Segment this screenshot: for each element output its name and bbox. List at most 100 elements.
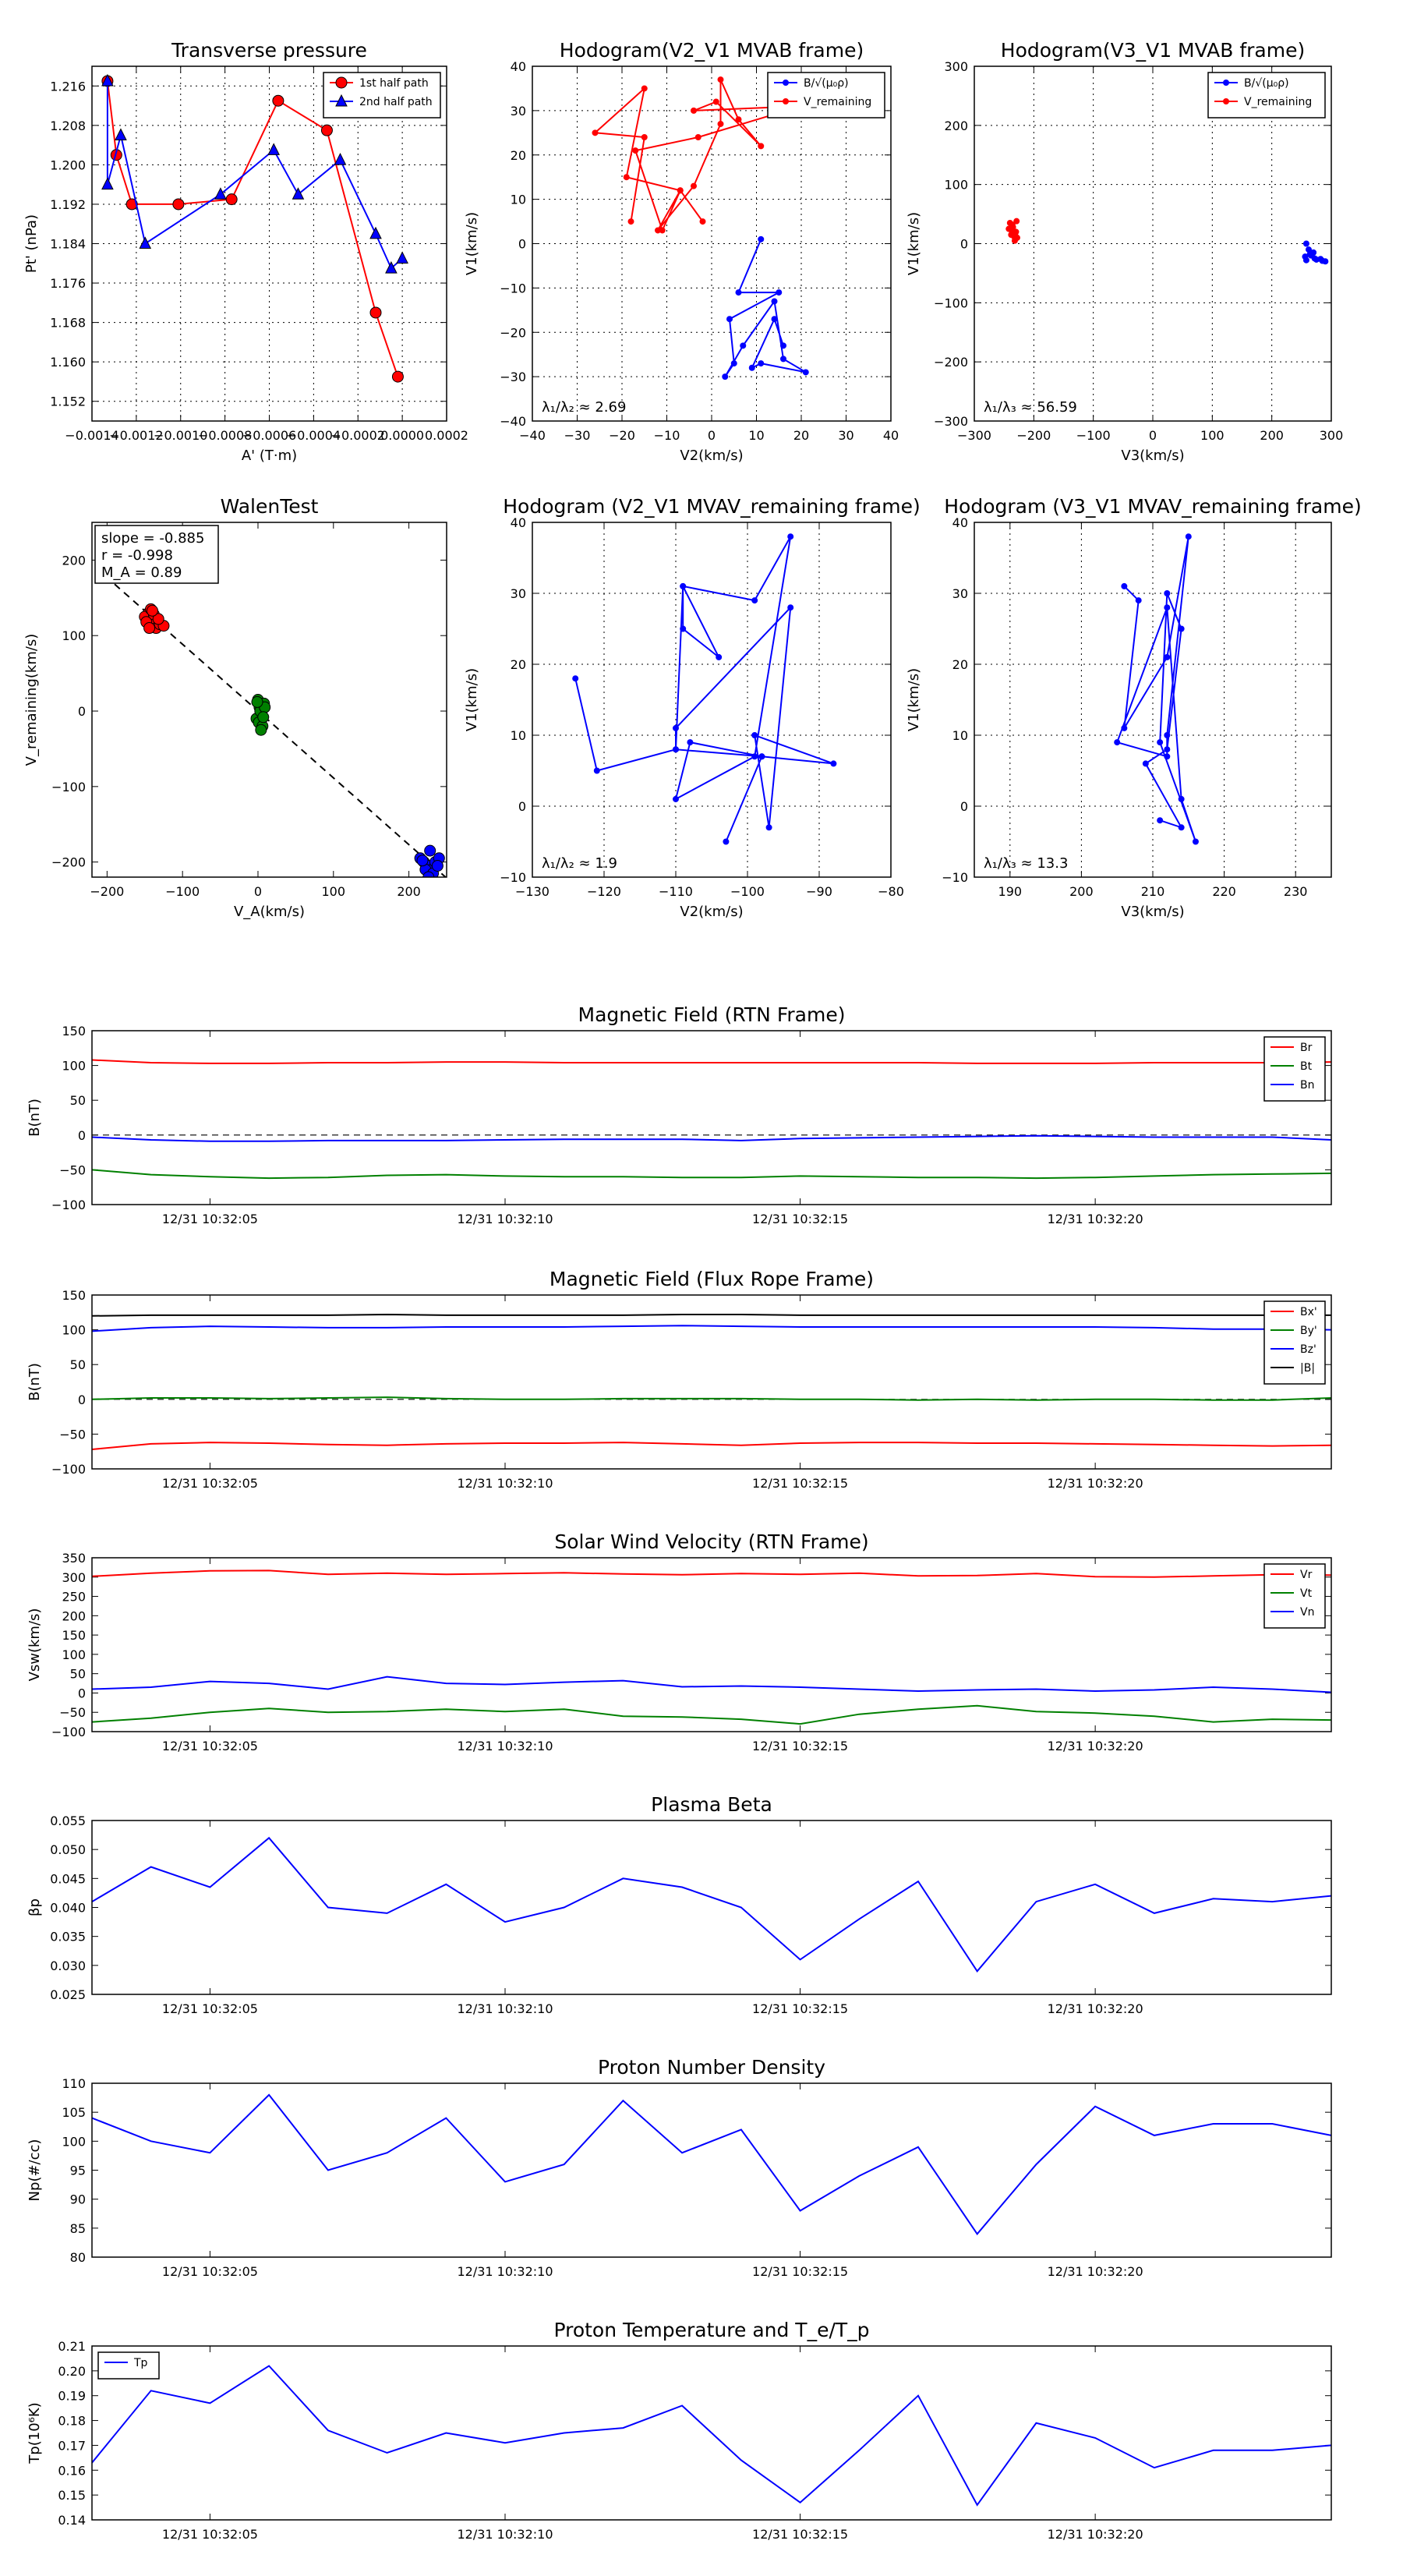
data-point bbox=[765, 824, 772, 831]
y-tick-label: 100 bbox=[62, 628, 86, 643]
x-tick-label: −100 bbox=[1076, 428, 1111, 443]
y-tick-label: 1.208 bbox=[50, 119, 86, 133]
y-tick-label: 10 bbox=[511, 728, 526, 743]
x-tick-label: 230 bbox=[1284, 884, 1308, 899]
x-tick-label: 12/31 10:32:10 bbox=[457, 2264, 553, 2279]
y-tick-label: 1.216 bbox=[50, 79, 86, 94]
eigen-ratio-annotation: λ₁/λ₃ ≈ 56.59 bbox=[984, 399, 1077, 416]
data-point bbox=[267, 143, 280, 155]
chart-bflux: 12/31 10:32:05 12/31 10:32:10 12/31 10:32:… bbox=[27, 1268, 1332, 1491]
series-Tp bbox=[92, 2365, 1331, 2507]
chart-title: Hodogram (V2_V1 MVAV_remaining frame) bbox=[503, 495, 921, 518]
stats-line: r = -0.998 bbox=[101, 547, 173, 564]
y-tick-label: 0.15 bbox=[58, 2488, 86, 2503]
y-tick-label: −10 bbox=[500, 870, 526, 885]
x-axis-label: V3(km/s) bbox=[1121, 904, 1184, 920]
x-tick-label: 210 bbox=[1141, 884, 1165, 899]
data-point bbox=[1192, 838, 1199, 845]
data-point bbox=[730, 360, 737, 367]
series-beta bbox=[92, 1836, 1331, 1973]
axes-frame bbox=[91, 65, 447, 422]
x-tick-label: −0.0012 bbox=[109, 428, 163, 443]
y-tick-label: −200 bbox=[51, 855, 86, 870]
legend-label: B/√(μ₀ρ) bbox=[804, 77, 849, 90]
y-tick-label: −100 bbox=[51, 1462, 86, 1477]
series-line bbox=[92, 1836, 1331, 1973]
y-tick-label: −100 bbox=[51, 780, 86, 794]
legend: Tp bbox=[97, 2351, 160, 2380]
data-point bbox=[802, 369, 809, 376]
y-tick-label: 150 bbox=[62, 1628, 86, 1643]
data-point bbox=[1178, 795, 1185, 802]
data-point bbox=[416, 855, 429, 867]
y-tick-label: 0.050 bbox=[50, 1842, 86, 1857]
y-axis-label: V1(km/s) bbox=[906, 212, 922, 275]
chart-title: Hodogram(V2_V1 MVAB frame) bbox=[560, 39, 864, 62]
y-tick-label: 50 bbox=[70, 1093, 86, 1108]
data-point bbox=[1012, 229, 1019, 236]
series-line bbox=[92, 1675, 1331, 1693]
x-tick-label: 12/31 10:32:15 bbox=[752, 2001, 848, 2016]
y-tick-label: −50 bbox=[59, 1705, 86, 1720]
y-tick-label: 85 bbox=[70, 2221, 86, 2236]
legend-marker bbox=[1223, 80, 1229, 86]
legend-label: V_remaining bbox=[1244, 96, 1312, 108]
x-axis-label: A' (T·m) bbox=[242, 448, 297, 464]
data-point bbox=[748, 364, 755, 371]
axes-frame bbox=[974, 65, 1332, 422]
chart-tp2: 12/31 10:32:05 12/31 10:32:10 12/31 10:32:… bbox=[27, 2319, 1332, 2542]
x-tick-label: 200 bbox=[397, 884, 421, 899]
legend: B/√(μ₀ρ) V_remaining bbox=[767, 72, 885, 119]
series-line bbox=[92, 1396, 1331, 1401]
axes-frame bbox=[532, 65, 892, 422]
legend: Br Bt Bn bbox=[1263, 1036, 1326, 1102]
x-tick-label: −300 bbox=[957, 428, 991, 443]
series-line bbox=[92, 2093, 1331, 2235]
y-tick-label: 0 bbox=[960, 799, 968, 814]
data-point bbox=[1164, 746, 1171, 753]
y-tick-label: 1.168 bbox=[50, 316, 86, 331]
data-point bbox=[787, 604, 794, 611]
chart-title: Transverse pressure bbox=[171, 39, 367, 62]
x-tick-label: −90 bbox=[806, 884, 832, 899]
series-B/√(μ₀ρ) bbox=[1302, 240, 1329, 265]
data-point bbox=[758, 143, 765, 150]
x-tick-label: 190 bbox=[998, 884, 1023, 899]
y-tick-label: 20 bbox=[511, 148, 526, 163]
y-tick-label: 1.152 bbox=[50, 395, 86, 409]
y-tick-label: 0 bbox=[78, 704, 86, 719]
data-point bbox=[771, 298, 778, 305]
x-axis-label: V2(km/s) bbox=[680, 448, 743, 464]
data-point bbox=[172, 198, 185, 211]
data-point bbox=[225, 193, 238, 206]
axes-frame bbox=[91, 1294, 1332, 1470]
y-tick-label: 40 bbox=[511, 515, 526, 530]
y-axis-label: B(nT) bbox=[27, 1099, 43, 1137]
series-green bbox=[250, 694, 271, 736]
data-point bbox=[641, 85, 648, 92]
y-tick-label: 0.16 bbox=[58, 2463, 86, 2478]
axes-frame bbox=[91, 1820, 1332, 1995]
data-point bbox=[771, 316, 778, 323]
legend-label: By' bbox=[1300, 1325, 1317, 1337]
data-point bbox=[320, 124, 333, 136]
series-line bbox=[92, 1313, 1331, 1317]
data-point bbox=[369, 226, 382, 239]
legend-label: Vt bbox=[1300, 1587, 1313, 1600]
data-point bbox=[776, 289, 783, 296]
legend-box bbox=[97, 2351, 160, 2380]
y-tick-label: 0.19 bbox=[58, 2389, 86, 2404]
y-tick-label: 150 bbox=[62, 1024, 86, 1039]
series-line bbox=[92, 1569, 1331, 1578]
y-tick-label: 0.045 bbox=[50, 1871, 86, 1886]
y-tick-label: 30 bbox=[952, 586, 968, 601]
data-point bbox=[735, 116, 742, 123]
y-tick-label: 0.17 bbox=[58, 2438, 86, 2453]
eigen-ratio-annotation: λ₁/λ₃ ≈ 13.3 bbox=[984, 855, 1068, 872]
series-path bbox=[1114, 533, 1199, 845]
chart-hodo2: −300 −200 −100 0 100 200 300 −300 −200 −100 0 100 20… bbox=[906, 39, 1343, 464]
x-tick-label: 12/31 10:32:20 bbox=[1048, 1739, 1143, 1753]
y-tick-label: 250 bbox=[62, 1590, 86, 1605]
series-line bbox=[92, 1169, 1331, 1180]
